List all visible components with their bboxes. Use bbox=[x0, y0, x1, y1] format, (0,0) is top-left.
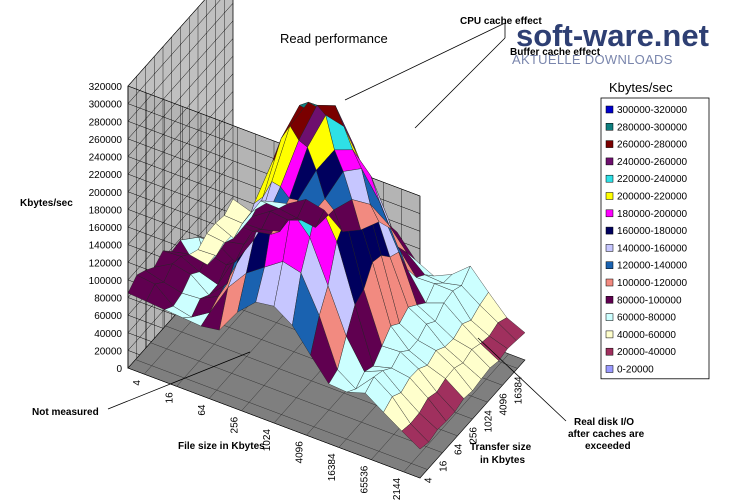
z-tick-label: 60000 bbox=[94, 311, 122, 322]
z-axis-title: Kbytes/sec bbox=[20, 198, 73, 209]
z-tick-label: 320000 bbox=[89, 82, 123, 93]
annotation-real-disk-line-1: Real disk I/O bbox=[574, 417, 634, 428]
legend-swatch bbox=[605, 192, 614, 200]
watermark-tagline: AKTUELLE DOWNLOADS bbox=[512, 52, 673, 67]
z-tick-label: 100000 bbox=[89, 276, 123, 287]
legend-swatch bbox=[605, 313, 614, 321]
transfer-size-axis-ticks: 4 16 64 256 1024 4096 16384 bbox=[424, 376, 525, 483]
z-tick-label: 280000 bbox=[89, 117, 123, 128]
watermark-brand: soft-ware.net bbox=[516, 18, 709, 53]
legend-swatch bbox=[605, 365, 614, 373]
file-size-tick-label: 4096 bbox=[294, 441, 305, 464]
transfer-size-tick-label: 256 bbox=[469, 427, 480, 444]
z-tick-label: 140000 bbox=[89, 241, 123, 252]
legend-swatch bbox=[605, 347, 614, 356]
file-size-tick-label: 4 bbox=[132, 380, 143, 386]
annotation-buffer-cache: Buffer cache effect bbox=[510, 47, 601, 58]
legend-item-label: 100000-120000 bbox=[617, 278, 688, 289]
legend-swatch bbox=[605, 209, 614, 218]
z-tick-label: 20000 bbox=[94, 346, 122, 357]
file-size-tick-label: 16384 bbox=[327, 453, 338, 481]
floor-grid bbox=[150, 342, 443, 453]
file-size-tick-label: 262144 bbox=[392, 477, 403, 500]
file-size-tick-label: 16 bbox=[165, 392, 176, 404]
file-size-tick-label: 64 bbox=[197, 404, 208, 416]
surface-plot bbox=[127, 101, 526, 450]
legend-item-label: 260000-280000 bbox=[617, 140, 688, 151]
file-size-axis-ticks: 4 16 64 256 1024 4096 16384 65536 262144 bbox=[132, 380, 403, 500]
legend-box bbox=[600, 97, 710, 380]
transfer-size-tick-label: 1024 bbox=[484, 410, 495, 433]
legend-swatch bbox=[605, 226, 614, 235]
z-tick-label: 240000 bbox=[89, 153, 123, 164]
z-tick-label: 260000 bbox=[89, 135, 123, 146]
z-tick-label: 0 bbox=[116, 364, 122, 375]
legend-item-label: 180000-200000 bbox=[617, 209, 688, 220]
legend-item-label: 40000-60000 bbox=[617, 330, 676, 341]
file-size-tick-label: 65536 bbox=[359, 465, 370, 493]
z-axis-ticks: 0 20000 40000 60000 80000 100000 120000 140000 1… bbox=[89, 82, 123, 375]
legend-item-label: 0-20000 bbox=[617, 365, 654, 376]
legend-swatch bbox=[605, 261, 614, 269]
legend-swatch bbox=[605, 296, 614, 304]
legend-swatch bbox=[605, 174, 614, 183]
floor-grid bbox=[135, 359, 428, 470]
legend: Kbytes/sec 300000-320000 280000-300000 2600… bbox=[600, 80, 710, 380]
z-tick-label: 300000 bbox=[89, 100, 123, 111]
legend-item-label: 80000-100000 bbox=[617, 295, 682, 306]
watermark: soft-ware.net AKTUELLE DOWNLOADS bbox=[512, 18, 709, 67]
legend-swatch bbox=[605, 123, 614, 131]
legend-item-label: 140000-160000 bbox=[617, 243, 688, 254]
y-axis-title-line-1: Transfer size bbox=[470, 442, 532, 453]
chart-title: Read performance bbox=[280, 31, 388, 46]
legend-item-label: 240000-260000 bbox=[617, 157, 688, 168]
surface-patch bbox=[497, 317, 526, 341]
legend-item-label: 280000-300000 bbox=[617, 122, 688, 133]
z-tick-label: 40000 bbox=[94, 329, 122, 340]
legend-swatch bbox=[605, 330, 614, 339]
transfer-size-tick-label: 16 bbox=[439, 460, 450, 472]
y-axis-title-line-2: in Kbytes bbox=[480, 455, 525, 466]
legend-swatch bbox=[605, 278, 614, 287]
z-tick-label: 220000 bbox=[89, 170, 123, 181]
legend-item-label: 160000-180000 bbox=[617, 226, 688, 237]
file-size-tick-label: 256 bbox=[230, 416, 241, 433]
file-size-tick-label: 1024 bbox=[262, 429, 273, 452]
legend-item-label: 60000-80000 bbox=[617, 313, 676, 324]
z-tick-label: 120000 bbox=[89, 258, 123, 269]
legend-swatch bbox=[605, 244, 614, 252]
transfer-size-tick-label: 64 bbox=[454, 443, 465, 455]
legend-item-label: 220000-240000 bbox=[617, 174, 688, 185]
annotation-real-disk-line-2: after caches are bbox=[568, 429, 645, 440]
annotation-cpu-cache: CPU cache effect bbox=[460, 16, 542, 27]
legend-item-label: 120000-140000 bbox=[617, 261, 688, 272]
legend-item-label: 300000-320000 bbox=[617, 105, 688, 116]
legend-item-label: 20000-40000 bbox=[617, 347, 676, 358]
transfer-size-tick-label: 4096 bbox=[499, 393, 510, 416]
legend-swatch bbox=[605, 157, 614, 166]
legend-swatch bbox=[605, 140, 614, 148]
z-tick-label: 200000 bbox=[89, 188, 123, 199]
legend-item-label: 200000-220000 bbox=[617, 192, 688, 203]
annotation-not-measured: Not measured bbox=[32, 407, 99, 418]
transfer-size-tick-label: 16384 bbox=[514, 376, 525, 404]
x-axis-title: File size in Kbytes bbox=[178, 441, 265, 452]
legend-title: Kbytes/sec bbox=[609, 80, 673, 95]
annotation-leaders bbox=[107, 22, 567, 422]
z-tick-label: 160000 bbox=[89, 223, 123, 234]
z-tick-label: 80000 bbox=[94, 294, 122, 305]
legend-swatch bbox=[605, 105, 614, 114]
z-tick-label: 180000 bbox=[89, 205, 123, 216]
transfer-size-tick-label: 4 bbox=[424, 477, 435, 483]
annotation-real-disk-line-3: exceeded bbox=[585, 441, 631, 452]
